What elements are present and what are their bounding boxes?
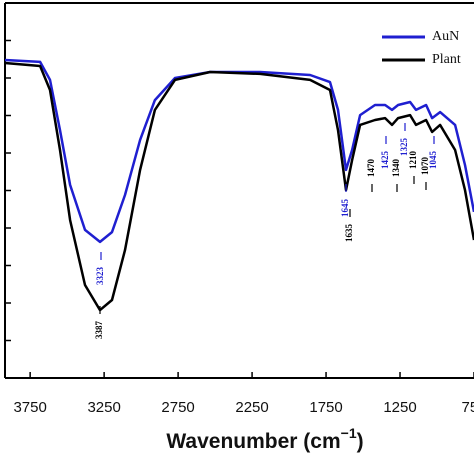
peak-label: 1340 (391, 159, 401, 178)
spectrum-line (4, 58, 474, 244)
x-tick-label: 3250 (87, 399, 120, 416)
peak-label: 3387 (94, 321, 104, 340)
legend-label: AuN (432, 29, 459, 44)
peak-label: 1425 (380, 151, 390, 170)
x-axis-title: Wavenumber (cm−1) (166, 425, 363, 453)
peak-label: 3323 (95, 267, 105, 286)
x-tick-label: 3750 (13, 399, 46, 416)
x-tick-label: 1750 (309, 399, 342, 416)
peak-label: 1045 (428, 151, 438, 170)
x-axis-title-sup: −1 (341, 425, 357, 441)
peak-label: 1210 (408, 151, 418, 170)
x-tick-label: 750 (461, 399, 474, 416)
x-tick-label: 1250 (383, 399, 416, 416)
x-axis-title-end: ) (357, 430, 364, 453)
legend-label: Plant (432, 52, 461, 67)
peak-label: 1645 (340, 199, 350, 218)
spectrum-line (4, 61, 474, 312)
peak-label: 1635 (344, 224, 354, 243)
peak-label: 1470 (366, 159, 376, 178)
x-tick-label: 2250 (235, 399, 268, 416)
peak-label: 1325 (399, 138, 409, 157)
peak-label: 1070 (420, 157, 430, 176)
x-tick-label: 2750 (161, 399, 194, 416)
x-axis-title-main: Wavenumber (cm (166, 430, 340, 453)
